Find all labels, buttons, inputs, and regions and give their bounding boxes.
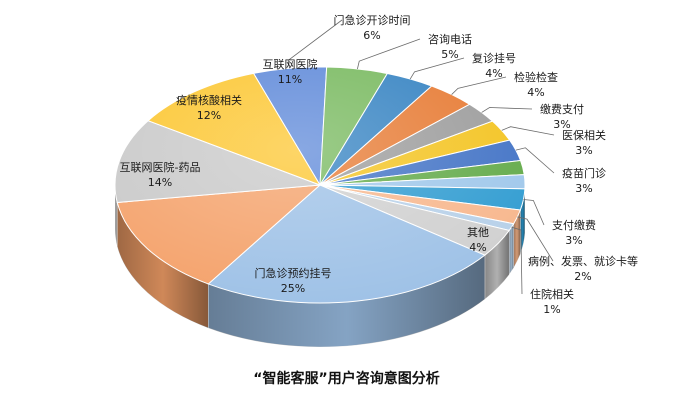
slice-13-label: 门急诊预约挂号: [255, 266, 332, 280]
slice-2-label: 复诊挂号: [472, 51, 516, 65]
slice-10-side: [513, 209, 521, 269]
slice-5-leader: [501, 126, 555, 136]
slice-13-value: 25%: [281, 282, 305, 295]
slice-4-leader: [481, 107, 533, 113]
slice-4-label: 缴费支付: [540, 102, 584, 116]
slice-16-value: 11%: [278, 73, 302, 86]
slice-14-label: 互联网医院-药品: [120, 160, 201, 174]
slice-9-label: 支付缴费: [552, 218, 596, 232]
slice-9-value: 3%: [565, 234, 582, 247]
slice-3-value: 4%: [527, 86, 544, 99]
slice-10-leader: [517, 216, 554, 262]
slice-5-label: 医保相关: [562, 128, 606, 142]
slice-6-label: 疫苗门诊: [562, 166, 606, 180]
slice-1-value: 5%: [441, 48, 458, 61]
slice-0-value: 6%: [363, 29, 380, 42]
slice-11-value: 1%: [543, 303, 560, 316]
slice-0-leader: [287, 19, 343, 69]
slice-9-leader: [523, 199, 545, 226]
slice-1-label: 咨询电话: [428, 32, 472, 46]
slice-2-value: 4%: [485, 67, 502, 80]
slice-3-label: 检验检查: [514, 70, 558, 84]
pie-gloss: [115, 67, 525, 303]
slice-11-leader: [511, 226, 523, 295]
slice-5-value: 3%: [575, 144, 592, 157]
slice-4-value: 3%: [553, 118, 570, 131]
slice-0-label: 门急诊开诊时间: [334, 13, 411, 27]
pie-sides: [114, 184, 526, 348]
slice-12-value: 4%: [469, 241, 486, 254]
slice-6-leader: [515, 147, 555, 174]
slice-10-label: 病例、发票、就诊卡等: [528, 254, 638, 268]
slice-11-side: [508, 222, 514, 276]
slice-15-label: 疫情核酸相关: [176, 93, 242, 107]
chart-title: “智能客服”用户咨询意图分析: [253, 371, 440, 387]
leader-lines: [287, 19, 555, 295]
slice-10-value: 2%: [574, 270, 591, 283]
slice-11-label: 住院相关: [530, 287, 574, 301]
slice-14-value: 14%: [148, 176, 172, 189]
slice-6-value: 3%: [575, 182, 592, 195]
slice-1-leader: [357, 38, 421, 70]
slice-12-label: 其他: [467, 226, 489, 239]
slice-16-label: 互联网医院: [263, 57, 318, 71]
pie-tops: [114, 66, 526, 304]
slice-3-leader: [451, 76, 507, 95]
slice-15-value: 12%: [197, 109, 221, 122]
slice-2-leader: [409, 57, 465, 80]
